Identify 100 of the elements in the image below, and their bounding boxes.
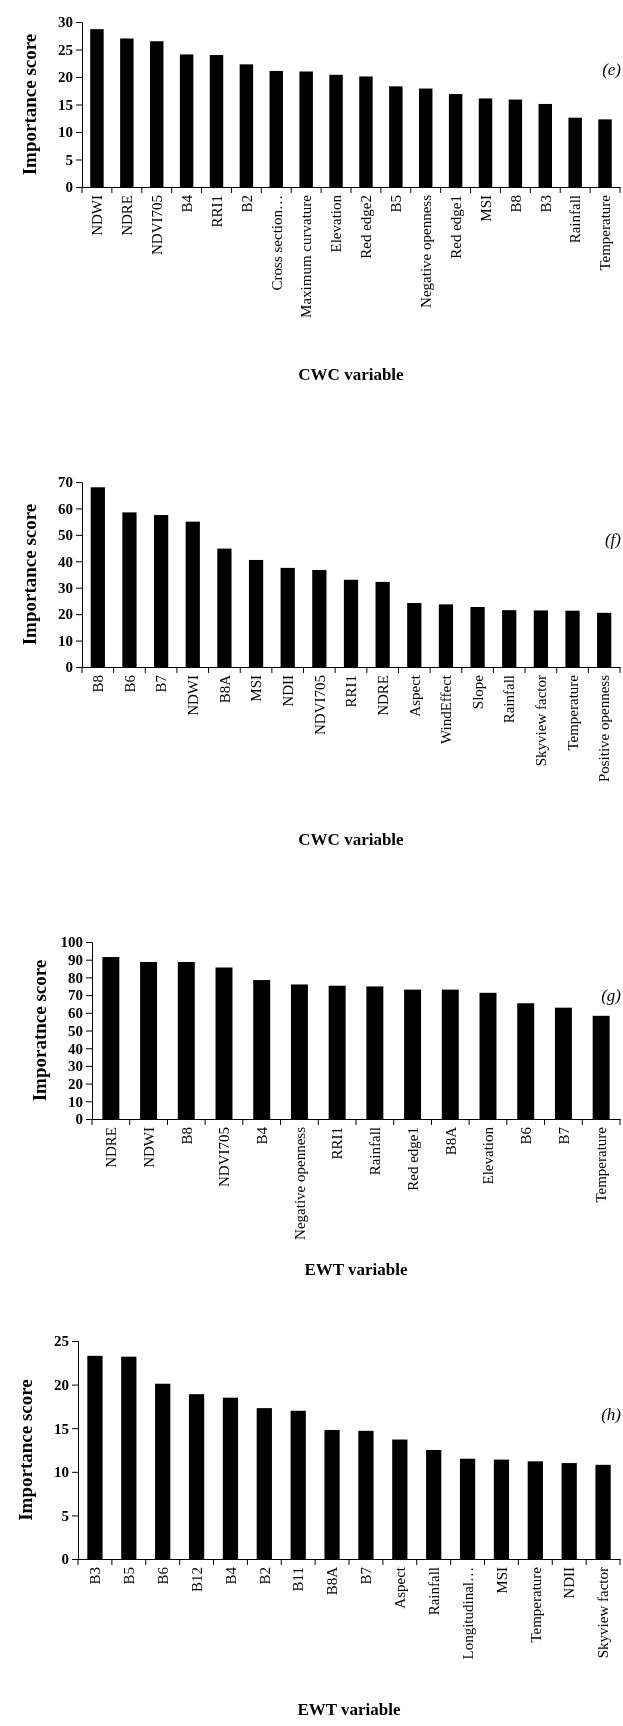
y-tick-label: 20 xyxy=(68,1075,83,1092)
x-tick-label: NDRE xyxy=(103,1127,120,1168)
y-axis-title: Importance score xyxy=(15,1379,36,1521)
x-tick-label: Slope xyxy=(469,674,486,710)
x-tick-label: B7 xyxy=(358,1566,375,1585)
x-tick-label: B4 xyxy=(222,1566,239,1585)
x-tick-label: B8 xyxy=(507,195,524,213)
y-tick-label: 0 xyxy=(65,659,73,676)
x-tick-label: Longitudinal… xyxy=(459,1567,476,1660)
x-tick-label: Temperature xyxy=(564,674,581,751)
y-tick-label: 30 xyxy=(58,580,73,597)
annotation: (h) xyxy=(601,1405,622,1424)
x-tick-label: B5 xyxy=(121,1567,138,1585)
x-tick-label: Red edge2 xyxy=(358,195,375,259)
y-tick-label: 40 xyxy=(58,553,73,570)
x-tick-label: NDVI705 xyxy=(311,675,328,735)
x-tick-label: B12 xyxy=(188,1567,205,1593)
x-tick-label: Red edge1 xyxy=(404,1127,421,1191)
y-tick-label: 0 xyxy=(65,179,73,196)
x-tick-label: Rainfall xyxy=(367,1127,384,1176)
y-tick-label: 10 xyxy=(54,1464,69,1481)
y-tick-label: 100 xyxy=(60,934,83,951)
y-tick-label: 60 xyxy=(58,500,73,517)
y-tick-label: 10 xyxy=(68,1093,83,1110)
x-tick-label: Rainfall xyxy=(425,1567,442,1616)
x-tick-label: B8A xyxy=(324,1566,341,1596)
y-tick-label: 25 xyxy=(54,1333,69,1350)
y-tick-label: 5 xyxy=(65,151,73,168)
x-tick-label: B8A xyxy=(442,1126,459,1156)
x-tick-label: Negative openness xyxy=(291,1126,308,1240)
annotation: (g) xyxy=(601,985,622,1005)
y-tick-label: 0 xyxy=(75,1111,83,1128)
x-tick-label: Positive openness xyxy=(596,674,613,783)
y-tick-label: 30 xyxy=(68,1058,83,1075)
x-tick-label: B7 xyxy=(555,1126,572,1145)
x-tick-label: B3 xyxy=(537,195,554,213)
x-tick-label: B11 xyxy=(290,1567,307,1592)
x-tick-label: RRI1 xyxy=(329,1127,346,1160)
x-tick-label: B6 xyxy=(517,1126,534,1145)
x-tick-label: MSI xyxy=(493,1567,510,1594)
y-tick-label: 80 xyxy=(68,969,83,986)
x-tick-label: Aspect xyxy=(406,674,423,717)
x-tick-label: Negative openness xyxy=(417,194,434,308)
x-tick-label: Temperature xyxy=(597,194,614,271)
x-tick-label: Cross section… xyxy=(268,195,285,291)
x-tick-label: NDRE xyxy=(119,195,136,236)
y-tick-label: 70 xyxy=(58,474,73,491)
x-tick-label: Skyview factor xyxy=(533,675,550,767)
x-tick-label: Aspect xyxy=(392,1566,409,1609)
x-tick-label: Temperature xyxy=(527,1566,544,1643)
y-tick-label: 60 xyxy=(68,1005,83,1022)
x-tick-label: B4 xyxy=(253,1126,270,1145)
y-tick-label: 0 xyxy=(61,1551,69,1568)
annotation: (e) xyxy=(602,59,622,79)
x-tick-label: Rainfall xyxy=(501,675,518,724)
x-tick-label: B5 xyxy=(388,195,405,213)
x-tick-label: NDRE xyxy=(374,675,391,716)
x-tick-label: B8 xyxy=(178,1127,195,1145)
x-tick-label: B8A xyxy=(216,674,233,704)
x-tick-label: Elevation xyxy=(480,1126,497,1185)
y-axis-title: Imporatnce score xyxy=(29,959,50,1102)
y-tick-label: 5 xyxy=(61,1507,69,1524)
x-tick-label: Red edge1 xyxy=(447,195,464,259)
x-tick-label: B8 xyxy=(90,675,107,693)
x-tick-label: NDVI705 xyxy=(148,195,165,255)
y-tick-label: 20 xyxy=(58,69,73,86)
x-tick-label: WindEffect xyxy=(438,674,455,745)
y-tick-label: 10 xyxy=(58,124,73,141)
x-tick-label: NDWI xyxy=(140,1127,157,1168)
x-tick-label: B7 xyxy=(153,674,170,693)
y-axis-title: Importance score xyxy=(19,503,40,646)
y-tick-label: 50 xyxy=(68,1022,83,1039)
x-tick-label: Skyview factor xyxy=(595,1567,612,1659)
y-tick-label: 90 xyxy=(68,952,83,968)
x-tick-label: Temperature xyxy=(593,1126,610,1203)
y-tick-label: 25 xyxy=(58,41,73,58)
x-tick-label: NDII xyxy=(561,1567,578,1599)
x-tick-label: NDII xyxy=(279,675,296,707)
x-tick-label: NDWI xyxy=(89,195,106,236)
x-tick-label: Elevation xyxy=(328,194,345,253)
y-tick-label: 10 xyxy=(58,632,73,649)
y-axis-title: Importance score xyxy=(19,33,40,176)
x-tick-label: Rainfall xyxy=(567,195,584,244)
x-tick-label: MSI xyxy=(477,195,494,222)
x-tick-label: B2 xyxy=(238,195,255,213)
x-tick-label: RRI1 xyxy=(208,195,225,228)
y-tick-label: 15 xyxy=(58,96,73,113)
x-axis-title: EWT variable xyxy=(304,1260,408,1279)
x-tick-label: B4 xyxy=(178,194,195,213)
x-tick-label: MSI xyxy=(248,675,265,702)
x-tick-label: B6 xyxy=(154,1566,171,1585)
x-axis-title: CWC variable xyxy=(298,365,405,384)
y-tick-label: 70 xyxy=(68,987,83,1004)
x-tick-label: NDVI705 xyxy=(216,1127,233,1187)
x-tick-label: Maximum curvature xyxy=(298,194,315,318)
x-tick-label: B6 xyxy=(121,674,138,693)
x-tick-label: RRI1 xyxy=(343,675,360,708)
y-tick-label: 50 xyxy=(58,527,73,544)
y-tick-label: 15 xyxy=(54,1420,69,1437)
y-tick-label: 20 xyxy=(58,606,73,623)
